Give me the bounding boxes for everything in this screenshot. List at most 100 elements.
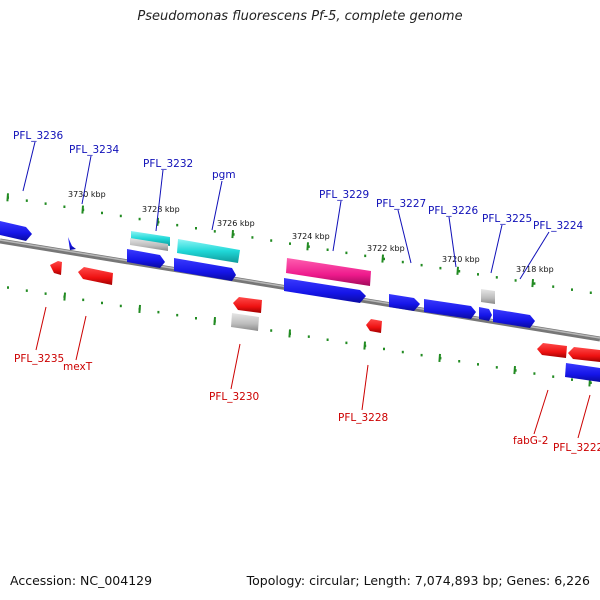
label-fabG-2[interactable]: fabG-2 — [513, 435, 548, 447]
leader-PFL_3222 — [577, 394, 591, 439]
forward-minor-tick — [552, 285, 555, 288]
gene-PFL_3236[interactable] — [0, 221, 32, 241]
forward-minor-tick — [401, 260, 404, 264]
gene-PFL_3224[interactable] — [493, 309, 535, 328]
label-PFL_3232[interactable]: PFL_3232 — [143, 158, 193, 170]
forward-major-tick — [231, 230, 234, 239]
forward-minor-tick — [420, 263, 423, 267]
label-PFL_3230[interactable]: PFL_3230 — [209, 391, 259, 403]
reverse-minor-tick — [307, 335, 310, 338]
reverse-minor-tick — [495, 366, 498, 369]
reverse-minor-tick — [420, 353, 423, 357]
forward-minor-tick — [176, 223, 179, 227]
forward-minor-tick — [101, 211, 103, 215]
kbp-marker-3728: 3728 kbp — [142, 205, 180, 214]
gene-PFL_3226[interactable] — [424, 299, 476, 319]
reverse-major-tick — [438, 353, 441, 362]
reverse-tick-row — [7, 286, 592, 387]
gene-PFL_3222[interactable] — [568, 347, 600, 362]
reverse-minor-tick — [401, 350, 404, 354]
topology-text: Topology: circular; Length: 7,074,893 bp… — [246, 573, 590, 588]
forward-minor-tick — [364, 254, 367, 258]
forward-minor-tick — [571, 288, 573, 291]
forward-major-tick — [381, 254, 384, 263]
gene-PFL_3225-rna[interactable] — [481, 289, 495, 304]
label-PFL_3225[interactable]: PFL_3225 — [482, 213, 532, 225]
map-title: Pseudomonas fluorescens Pf-5, complete g… — [137, 9, 463, 24]
gene-PFL_3230[interactable] — [233, 297, 262, 313]
label-PFL_3222[interactable]: PFL_3222 — [553, 442, 600, 454]
forward-minor-tick — [119, 214, 122, 218]
leader-mexT — [75, 315, 87, 361]
reverse-minor-tick — [101, 301, 103, 305]
gene-mexT[interactable] — [78, 267, 113, 285]
forward-minor-tick — [533, 282, 536, 285]
leader-PFL_3234 — [81, 155, 92, 205]
leader-PFL_3228 — [361, 364, 369, 411]
forward-tick-row — [6, 193, 592, 294]
forward-minor-tick — [138, 217, 141, 221]
label-PFL_3229[interactable]: PFL_3229 — [319, 189, 369, 201]
forward-minor-tick — [63, 205, 66, 208]
reverse-minor-tick — [458, 360, 461, 363]
forward-major-tick — [81, 205, 84, 214]
kbp-marker-labels: 3730 kbp 3728 kbp 3726 kbp 3724 kbp 3722… — [68, 190, 554, 274]
reverse-minor-tick — [326, 338, 329, 341]
forward-minor-tick — [495, 276, 498, 279]
gene-PFL_3228[interactable] — [366, 319, 382, 333]
forward-minor-tick — [345, 251, 348, 255]
forward-major-tick — [456, 266, 459, 275]
forward-minor-tick — [251, 236, 254, 239]
reverse-major-tick — [213, 317, 216, 326]
forward-minor-tick — [477, 273, 479, 276]
label-pgm[interactable]: pgm — [212, 169, 236, 181]
gene-PFL_3225[interactable] — [479, 307, 492, 321]
accession-text: Accession: NC_004129 — [10, 573, 153, 588]
gene-fabG-2[interactable] — [537, 343, 567, 358]
label-PFL_3227[interactable]: PFL_3227 — [376, 198, 426, 210]
kbp-marker-3730: 3730 kbp — [68, 190, 106, 199]
gene-PFL_3223[interactable] — [565, 363, 600, 382]
label-mexT[interactable]: mexT — [63, 361, 93, 373]
reverse-minor-tick — [589, 381, 592, 384]
reverse-minor-tick — [270, 329, 273, 332]
forward-major-tick — [531, 279, 534, 288]
leader-PFL_3225 — [490, 224, 503, 274]
gene-PFL_3235[interactable] — [50, 261, 62, 275]
label-PFL_3236[interactable]: PFL_3236 — [13, 130, 64, 142]
forward-minor-tick — [383, 257, 385, 261]
reverse-major-tick — [513, 366, 516, 375]
leader-pgm — [211, 180, 223, 231]
gene-PFL_3232[interactable] — [131, 231, 170, 246]
gene-PFL_3232-rna[interactable] — [130, 238, 168, 251]
reverse-genes — [50, 261, 600, 382]
gene-PFL_3229[interactable] — [286, 258, 371, 286]
kbp-marker-3718: 3718 kbp — [516, 265, 554, 274]
gene-PFL_3233[interactable] — [127, 249, 165, 268]
reverse-minor-tick — [157, 310, 160, 314]
gene-PFL_3231[interactable] — [174, 258, 236, 281]
reverse-minor-tick — [119, 304, 122, 308]
reverse-minor-tick — [345, 341, 348, 345]
leader-PFL_3229 — [332, 200, 342, 252]
label-PFL_3228[interactable]: PFL_3228 — [338, 412, 388, 424]
leader-fabG-2 — [533, 389, 549, 435]
forward-minor-tick — [514, 279, 517, 282]
gene-PFL_3230-rna[interactable] — [231, 313, 259, 331]
label-PFL_3235[interactable]: PFL_3235 — [14, 353, 64, 365]
forward-genes — [0, 221, 535, 328]
gene-PFL_3227[interactable] — [389, 294, 420, 311]
leader-PFL_3236 — [22, 141, 36, 192]
gene-PFL_3229b[interactable] — [284, 278, 366, 303]
label-PFL_3226[interactable]: PFL_3226 — [428, 205, 479, 217]
reverse-minor-tick — [195, 317, 197, 320]
label-PFL_3224[interactable]: PFL_3224 — [533, 220, 584, 232]
reverse-minor-tick — [552, 375, 555, 378]
leader-PFL_3232 — [155, 169, 164, 232]
forward-minor-tick — [458, 270, 461, 273]
gene-PFL_3234[interactable] — [68, 237, 76, 250]
forward-labels: PFL_3236 PFL_3234 PFL_3232 pgm PFL_3229 … — [13, 130, 584, 232]
label-PFL_3234[interactable]: PFL_3234 — [69, 144, 120, 156]
gene-pgm[interactable] — [177, 239, 240, 263]
